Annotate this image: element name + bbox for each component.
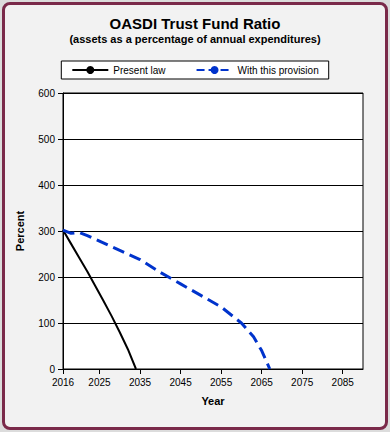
svg-text:600: 600 <box>38 88 55 99</box>
svg-text:100: 100 <box>38 318 55 329</box>
svg-text:2055: 2055 <box>210 377 233 388</box>
svg-text:2045: 2045 <box>169 377 192 388</box>
svg-text:0: 0 <box>49 364 55 375</box>
svg-text:2075: 2075 <box>291 377 314 388</box>
svg-text:400: 400 <box>38 180 55 191</box>
svg-text:2065: 2065 <box>251 377 274 388</box>
svg-text:200: 200 <box>38 272 55 283</box>
svg-text:Year: Year <box>201 395 225 407</box>
svg-text:2035: 2035 <box>129 377 152 388</box>
svg-text:Present law: Present law <box>113 65 166 76</box>
svg-text:(assets as a percentage of ann: (assets as a percentage of annual expend… <box>69 33 321 45</box>
svg-text:With this provision: With this provision <box>238 65 319 76</box>
svg-text:Percent: Percent <box>14 210 26 251</box>
svg-text:OASDI Trust Fund Ratio: OASDI Trust Fund Ratio <box>110 15 281 32</box>
svg-text:2025: 2025 <box>88 377 111 388</box>
svg-text:2016: 2016 <box>52 377 75 388</box>
svg-text:500: 500 <box>38 134 55 145</box>
svg-text:2085: 2085 <box>332 377 355 388</box>
svg-text:300: 300 <box>38 226 55 237</box>
